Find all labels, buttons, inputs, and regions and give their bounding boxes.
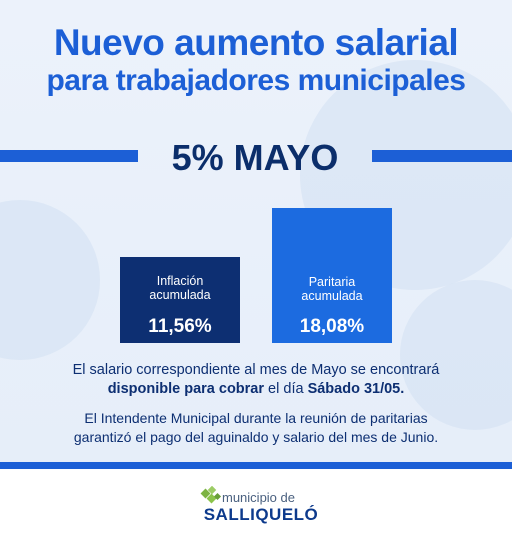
paragraph-line: El salario correspondiente al mes de May… [72, 362, 440, 378]
paragraph-line: El Intendente Municipal durante la reuni… [84, 410, 428, 426]
announcement-card: Nuevo aumento salarial para trabajadores… [0, 0, 512, 466]
bar-label: Inflación acumulada [120, 274, 240, 302]
paragraph-line: disponible para cobrar el día Sábado 31/… [0, 380, 512, 399]
intendente-paragraph: El Intendente Municipal durante la reuni… [0, 409, 512, 447]
logo-subtitle: municipio de [222, 490, 295, 505]
paragraph-bold: disponible para cobrar [107, 381, 265, 397]
logo-name: SALLIQUELÓ [203, 505, 319, 524]
bar-label-line: Inflación [156, 274, 204, 288]
bottom-rule [0, 462, 512, 469]
bar-value: 18,08% [299, 316, 365, 337]
background-shape [0, 200, 100, 360]
bar-value: 11,56% [148, 316, 212, 337]
title-line-1: Nuevo aumento salarial [53, 22, 459, 63]
bar-label-line: acumulada [301, 289, 363, 303]
headline-rule-left [0, 150, 138, 162]
bar-paritaria: Paritaria acumulada 18,08% [272, 208, 392, 343]
paragraph-bold: Sábado 31/05. [307, 381, 405, 397]
paragraph-text: el día [264, 381, 308, 397]
background-shape [400, 280, 512, 430]
title-line-2: para trabajadores municipales [46, 64, 466, 97]
paragraph-line: garantizó el pago del aguinaldo y salari… [73, 429, 439, 445]
bar-label-line: acumulada [149, 288, 211, 302]
headline: 5% MAYO [171, 137, 339, 178]
bar-inflacion: Inflación acumulada 11,56% [120, 257, 240, 343]
logo-mark-icon [200, 486, 222, 504]
bar-label-line: Paritaria [308, 275, 356, 289]
bar-label: Paritaria acumulada [272, 275, 392, 303]
headline-rule-right [372, 150, 512, 162]
payment-paragraph: El salario correspondiente al mes de May… [0, 361, 512, 399]
municipality-logo: municipio de SALLIQUELÓ [190, 486, 340, 526]
